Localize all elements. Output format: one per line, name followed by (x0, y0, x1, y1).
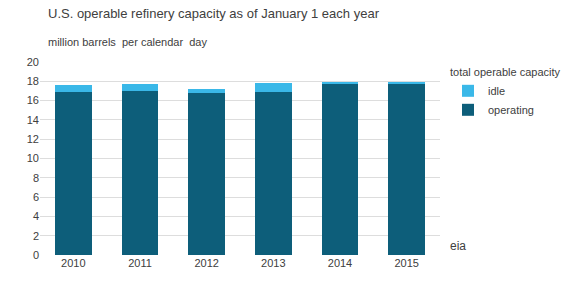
svg-text:operating: operating (488, 104, 534, 116)
svg-text:4: 4 (33, 210, 39, 222)
svg-text:2014: 2014 (328, 257, 352, 269)
svg-text:idle: idle (488, 85, 505, 97)
svg-text:2012: 2012 (194, 257, 218, 269)
svg-text:2011: 2011 (128, 257, 152, 269)
svg-text:18: 18 (27, 75, 39, 87)
svg-text:14: 14 (27, 114, 39, 126)
svg-text:0: 0 (33, 249, 39, 261)
svg-text:total operable capacity: total operable capacity (450, 66, 561, 78)
svg-text:20: 20 (27, 56, 39, 68)
svg-text:2010: 2010 (61, 257, 85, 269)
svg-text:10: 10 (27, 152, 39, 164)
svg-text:eia: eia (450, 239, 466, 253)
svg-text:2015: 2015 (394, 257, 418, 269)
svg-text:2013: 2013 (261, 257, 285, 269)
svg-text:16: 16 (27, 94, 39, 106)
svg-text:12: 12 (27, 133, 39, 145)
svg-text:million barrels per calendar: million barrels per calendar day (48, 36, 207, 48)
svg-text:U.S. operable refinery capacit: U.S. operable refinery capacity as of Ja… (48, 6, 380, 21)
svg-text:8: 8 (33, 172, 39, 184)
svg-text:2: 2 (33, 230, 39, 242)
svg-text:6: 6 (33, 191, 39, 203)
